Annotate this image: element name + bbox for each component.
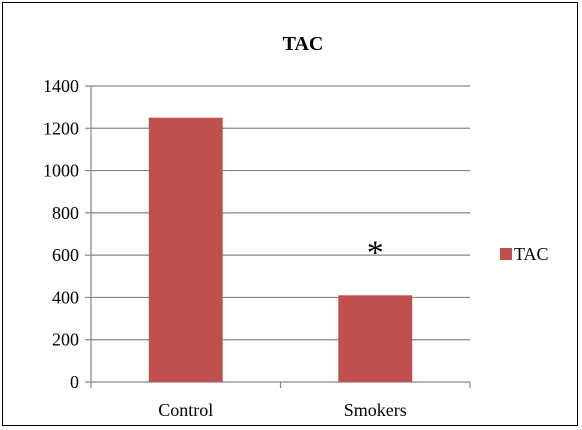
gridlines (91, 85, 470, 341)
y-tick-label: 1400 (43, 76, 79, 96)
y-tick-label: 200 (52, 330, 79, 350)
chart-frame (2, 2, 578, 426)
y-axis: 0 200 400 600 800 1000 1200 1400 (43, 76, 92, 392)
annotations: * (367, 234, 384, 271)
y-tick-label: 400 (52, 287, 79, 307)
x-axis: Control Smokers (90, 381, 471, 420)
bar-smokers (338, 295, 413, 382)
bars (148, 117, 413, 382)
legend-swatch (500, 248, 512, 260)
y-tick-label: 800 (52, 203, 79, 223)
y-tick-label: 600 (52, 245, 79, 265)
y-tick-label: 1200 (43, 118, 79, 138)
x-tick-label: Control (158, 400, 213, 420)
legend-label: TAC (514, 244, 549, 264)
significance-asterisk: * (367, 234, 384, 271)
legend: TAC (500, 244, 549, 264)
chart-title: TAC (283, 33, 324, 55)
x-tick-label: Smokers (344, 400, 407, 420)
y-tick-label: 0 (70, 372, 79, 392)
y-tick-label: 1000 (43, 161, 79, 181)
bar-control (148, 117, 223, 382)
